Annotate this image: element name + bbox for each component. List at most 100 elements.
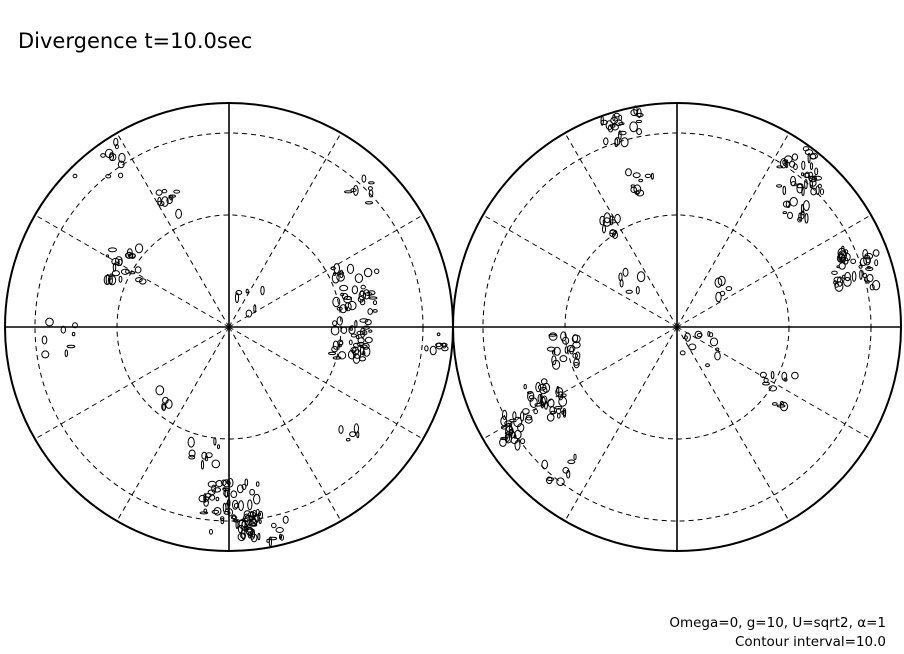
contour bbox=[354, 320, 358, 328]
contour bbox=[353, 185, 359, 196]
contour bbox=[336, 273, 345, 282]
contour bbox=[211, 459, 221, 469]
contour bbox=[603, 137, 609, 146]
contour bbox=[364, 292, 373, 296]
contour bbox=[72, 173, 78, 179]
contour bbox=[564, 346, 569, 354]
contour bbox=[562, 467, 570, 474]
contour bbox=[243, 510, 252, 518]
contour bbox=[347, 300, 357, 311]
contour bbox=[235, 519, 239, 530]
contour bbox=[220, 518, 225, 525]
contour bbox=[331, 345, 339, 353]
contour bbox=[332, 356, 342, 360]
contour bbox=[340, 326, 348, 334]
contour bbox=[859, 269, 863, 280]
contour bbox=[513, 434, 517, 439]
contour bbox=[559, 355, 568, 363]
contour bbox=[41, 350, 50, 359]
contour bbox=[173, 189, 181, 194]
contour bbox=[215, 496, 220, 502]
contour bbox=[787, 211, 793, 220]
contour bbox=[339, 284, 349, 292]
contour bbox=[612, 231, 618, 239]
contour bbox=[356, 330, 365, 336]
contour bbox=[280, 534, 284, 541]
contour bbox=[520, 411, 525, 422]
contour bbox=[338, 425, 344, 434]
contour bbox=[804, 213, 809, 224]
contour bbox=[782, 160, 786, 165]
meridian bbox=[228, 132, 342, 328]
contour bbox=[575, 351, 581, 361]
meridian bbox=[564, 326, 678, 522]
contour bbox=[709, 337, 719, 347]
contour bbox=[717, 275, 726, 287]
contour bbox=[807, 152, 811, 164]
contour bbox=[517, 423, 525, 433]
contour bbox=[790, 175, 796, 187]
contour bbox=[836, 276, 844, 287]
contour bbox=[629, 121, 638, 133]
contour bbox=[108, 247, 117, 253]
contour bbox=[694, 330, 703, 339]
contour bbox=[866, 274, 874, 283]
contour bbox=[817, 183, 822, 189]
contour bbox=[534, 403, 542, 407]
contour bbox=[633, 184, 642, 194]
contour bbox=[636, 271, 646, 283]
contour bbox=[801, 172, 804, 177]
contour bbox=[548, 333, 557, 337]
contour bbox=[362, 325, 370, 330]
contour bbox=[200, 460, 205, 470]
contour bbox=[561, 410, 565, 415]
contour bbox=[368, 181, 375, 185]
contour bbox=[240, 532, 247, 539]
contour bbox=[801, 210, 805, 216]
contour bbox=[862, 249, 869, 259]
contour bbox=[520, 438, 526, 445]
contour bbox=[819, 188, 825, 195]
contour bbox=[809, 162, 814, 171]
contour bbox=[776, 165, 784, 169]
contour bbox=[546, 477, 555, 482]
contour bbox=[257, 512, 262, 517]
contour bbox=[138, 278, 147, 285]
contour bbox=[514, 440, 521, 451]
contour bbox=[776, 184, 783, 188]
contour bbox=[230, 490, 238, 499]
contour bbox=[524, 416, 533, 424]
contour bbox=[105, 174, 112, 179]
contour bbox=[346, 263, 355, 274]
contour bbox=[618, 130, 627, 136]
meridian bbox=[228, 214, 424, 328]
contour bbox=[625, 289, 633, 294]
contour bbox=[337, 271, 345, 275]
contour bbox=[573, 453, 577, 461]
contour bbox=[635, 112, 644, 118]
contour bbox=[72, 322, 78, 329]
contour bbox=[636, 119, 642, 124]
contour bbox=[541, 459, 549, 470]
contour bbox=[650, 172, 654, 180]
contour bbox=[45, 317, 54, 327]
contour bbox=[331, 272, 340, 284]
contour bbox=[872, 249, 880, 257]
contour bbox=[213, 507, 222, 516]
contour bbox=[245, 309, 253, 318]
contour bbox=[573, 362, 579, 366]
contour bbox=[572, 341, 581, 349]
contour bbox=[533, 408, 539, 415]
contour bbox=[540, 400, 544, 409]
rim bbox=[452, 102, 902, 552]
contour bbox=[338, 351, 347, 360]
contour bbox=[363, 267, 373, 278]
contour bbox=[359, 318, 369, 323]
contour bbox=[235, 290, 243, 296]
contour bbox=[834, 281, 844, 292]
contour bbox=[188, 449, 196, 458]
contour bbox=[789, 197, 798, 207]
contour bbox=[705, 363, 710, 368]
contour bbox=[66, 344, 76, 349]
